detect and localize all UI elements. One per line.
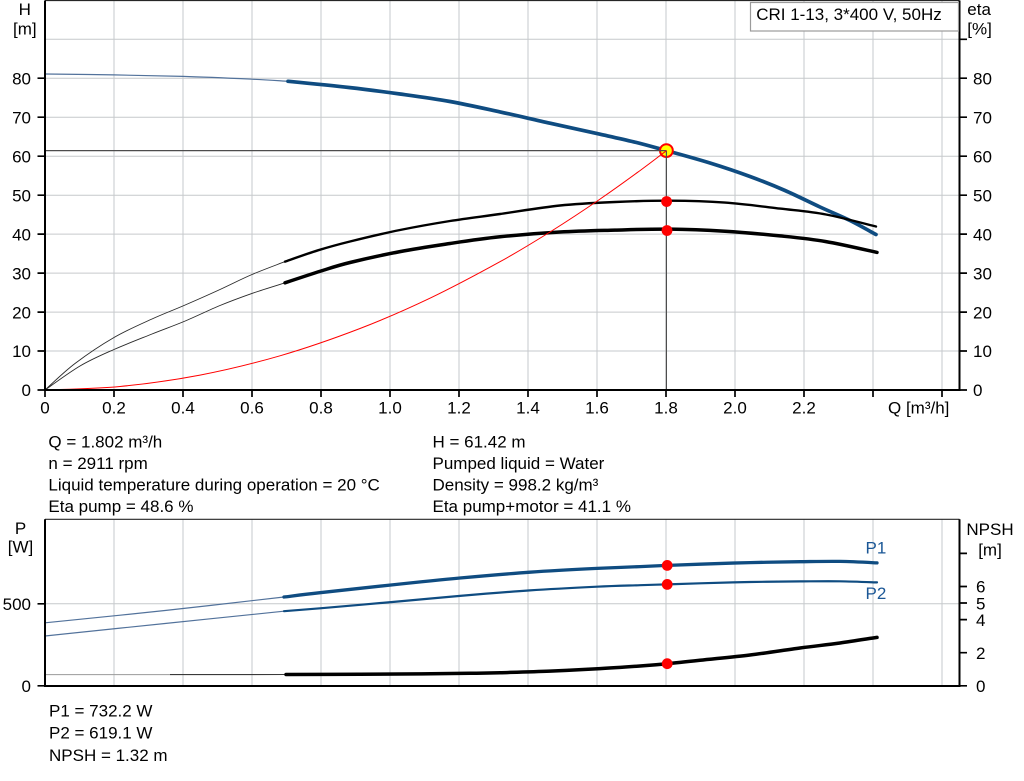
svg-text:20: 20 [12,303,31,322]
svg-text:n = 2911 rpm: n = 2911 rpm [48,454,147,473]
svg-text:1.6: 1.6 [585,398,609,417]
svg-text:30: 30 [973,264,992,283]
svg-text:500: 500 [3,595,31,614]
svg-text:2: 2 [976,644,985,663]
svg-text:6: 6 [976,578,985,597]
svg-text:H = 61.42 m: H = 61.42 m [433,432,526,451]
svg-text:Density = 998.2 kg/m³: Density = 998.2 kg/m³ [433,476,599,495]
svg-text:2.2: 2.2 [792,398,816,417]
svg-text:50: 50 [12,186,31,205]
svg-text:Pumped liquid = Water: Pumped liquid = Water [433,454,605,473]
svg-text:0: 0 [22,381,31,400]
svg-text:60: 60 [973,147,992,166]
svg-text:1.2: 1.2 [447,398,471,417]
svg-text:0: 0 [976,677,985,696]
svg-text:5: 5 [976,594,985,613]
svg-text:50: 50 [973,186,992,205]
svg-text:10: 10 [973,342,992,361]
svg-text:P2 = 619.1 W: P2 = 619.1 W [49,724,152,743]
svg-text:70: 70 [973,108,992,127]
svg-text:0.6: 0.6 [240,398,264,417]
svg-text:eta: eta [967,0,991,19]
svg-text:70: 70 [12,108,31,127]
svg-text:H: H [19,0,31,19]
svg-text:80: 80 [973,69,992,88]
svg-text:Q [m³/h]: Q [m³/h] [888,398,949,417]
svg-text:40: 40 [973,225,992,244]
svg-text:0: 0 [22,677,31,696]
svg-text:40: 40 [12,225,31,244]
svg-text:0.4: 0.4 [171,398,195,417]
svg-text:CRI 1-13, 3*400 V, 50Hz: CRI 1-13, 3*400 V, 50Hz [756,5,942,24]
svg-text:[%]: [%] [967,20,992,39]
svg-text:Q = 1.802 m³/h: Q = 1.802 m³/h [48,432,162,451]
svg-text:P2: P2 [866,584,887,603]
svg-text:NPSH: NPSH [966,520,1013,539]
svg-text:0.8: 0.8 [309,398,333,417]
svg-text:NPSH = 1.32 m: NPSH = 1.32 m [49,746,168,765]
svg-text:P1: P1 [866,538,887,557]
svg-text:80: 80 [12,69,31,88]
svg-text:1.4: 1.4 [516,398,540,417]
svg-text:30: 30 [12,264,31,283]
svg-text:Liquid temperature during oper: Liquid temperature during operation = 20… [48,476,379,495]
svg-text:0: 0 [973,381,982,400]
svg-text:4: 4 [976,611,985,630]
svg-text:2.0: 2.0 [723,398,747,417]
svg-text:10: 10 [12,342,31,361]
svg-text:[m]: [m] [978,541,1002,560]
svg-text:Eta pump = 48.6 %: Eta pump = 48.6 % [48,497,193,516]
svg-text:1.8: 1.8 [654,398,678,417]
svg-text:60: 60 [12,147,31,166]
svg-text:1.0: 1.0 [378,398,402,417]
svg-text:[m]: [m] [13,20,37,39]
svg-text:20: 20 [973,303,992,322]
svg-text:P1 = 732.2 W: P1 = 732.2 W [49,701,152,720]
svg-text:P: P [15,519,26,538]
svg-text:Eta pump+motor = 41.1 %: Eta pump+motor = 41.1 % [433,497,631,516]
svg-text:[W]: [W] [8,538,34,557]
svg-text:0: 0 [40,398,49,417]
svg-text:0.2: 0.2 [102,398,126,417]
